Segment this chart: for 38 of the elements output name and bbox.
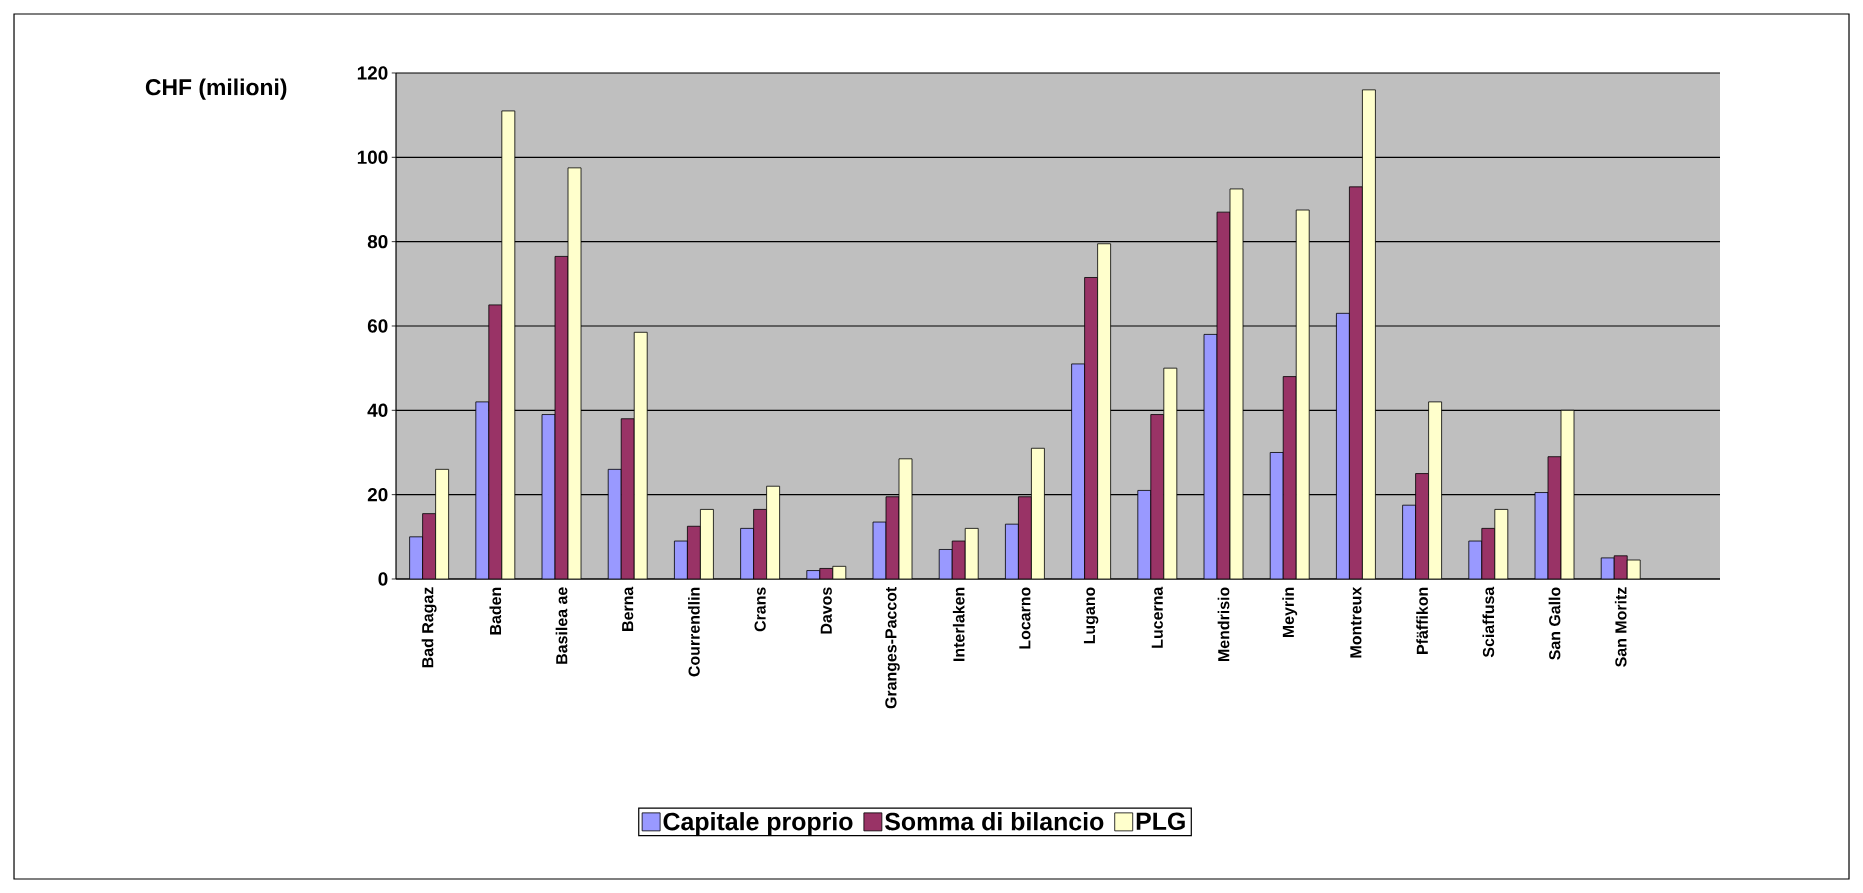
bar [1336,312,1350,579]
legend-label: Somma di bilancio [884,812,1104,831]
y-tick-label: 100 [357,150,388,165]
x-tick-label: Berna [622,586,634,631]
x-tick-label: Mendrisio [1217,587,1230,661]
x-tick-label: Baden [489,587,502,635]
x-tick-label: Lucerna [1151,586,1163,648]
legend-label: PLG [1136,812,1185,831]
y-tick-label: 40 [367,403,388,418]
bar [607,468,622,579]
y-tick-label: 120 [357,66,388,80]
x-tick-label: Meyrin [1282,587,1298,638]
y-tick-label: 80 [367,234,388,249]
x-tick-label: Interlaken [952,587,965,661]
x-tick-label: San Moritz [1614,587,1627,667]
bar [409,536,424,579]
bar [1269,452,1284,579]
bar [1137,490,1152,579]
x-tick-label: Courrendlin [688,587,700,677]
x-tick-label: Bad Ragaz [421,587,437,668]
x-tick-label: San Gallo [1548,587,1561,660]
x-tick-label: Montreux [1350,586,1362,658]
bar [475,401,490,579]
x-tick-label: Davos [820,587,832,634]
bar [1402,504,1417,579]
y-tick-label: 20 [367,487,388,502]
x-tick-label: Pfäffikon [1416,587,1428,654]
x-tick-label: Lugano [1083,587,1099,644]
x-tick-label: Sciaffusa [1482,586,1495,658]
bar [1071,363,1086,579]
y-axis-title: CHF (milioni) [145,78,287,100]
x-tick-label: Basilea ae [555,587,568,664]
y-tick-label: 0 [378,572,388,586]
x-tick-label: Granges-Paccot [885,586,900,709]
x-tick-label: Crans [754,587,766,632]
x-tick-label: Locarno [1019,587,1031,649]
legend-label: Capitale proprio [663,812,853,836]
y-tick-label: 60 [367,319,388,333]
